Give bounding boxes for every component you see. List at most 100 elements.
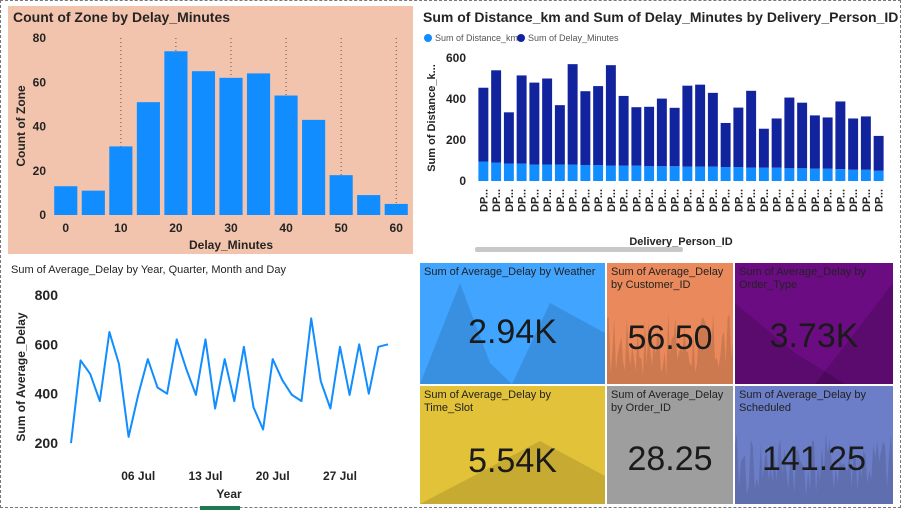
x-tick-label: DP... bbox=[542, 189, 554, 212]
distance-bar-segment bbox=[605, 165, 616, 181]
distance-bar-segment bbox=[580, 165, 591, 181]
scheduled-sparkline-graphic bbox=[735, 433, 893, 504]
delay-bar-segment bbox=[707, 92, 718, 167]
x-tick-label: DP... bbox=[746, 189, 758, 212]
histogram-panel[interactable]: Count of Zone by Delay_Minutes 0 20 40 60 80… bbox=[8, 6, 413, 254]
distance-bar-segment bbox=[848, 169, 859, 181]
delay-bar-segment bbox=[644, 106, 655, 167]
y-tick-label: 400 bbox=[446, 92, 466, 106]
y-tick-label: 600 bbox=[35, 336, 59, 352]
delay-bar-segment bbox=[746, 90, 757, 168]
x-tick-label: DP... bbox=[759, 189, 771, 212]
distance-bar-segment bbox=[733, 167, 744, 181]
x-tick-label: DP... bbox=[784, 189, 796, 212]
histogram-bar bbox=[109, 146, 133, 215]
line-panel[interactable]: Sum of Average_Delay by Year, Quarter, M… bbox=[8, 262, 413, 506]
time-slot-background-graphic bbox=[420, 441, 605, 504]
delay-bar-segment bbox=[631, 107, 642, 166]
kpi-title: Sum of Average_Delay by Scheduled bbox=[739, 389, 866, 414]
stacked-bar-panel[interactable]: Sum of Distance_km and Sum of Delay_Minu… bbox=[420, 6, 898, 256]
y-axis-title: Count of Zone bbox=[14, 85, 28, 167]
distance-bar-segment bbox=[695, 166, 706, 181]
x-tick-label: DP... bbox=[555, 189, 567, 212]
delay-bar-segment bbox=[860, 116, 871, 170]
x-tick-label: DP... bbox=[695, 189, 707, 212]
delay-bar-segment bbox=[720, 122, 731, 168]
x-tick-label: DP... bbox=[529, 189, 541, 212]
x-tick-label: DP... bbox=[823, 189, 835, 212]
histogram-title: Count of Zone by Delay_Minutes bbox=[13, 9, 231, 25]
distance-bar-segment bbox=[542, 164, 553, 181]
x-tick-label: 20 bbox=[169, 221, 183, 235]
y-tick-label: 400 bbox=[35, 386, 59, 402]
histogram-bar bbox=[54, 186, 78, 215]
line-title: Sum of Average_Delay by Year, Quarter, M… bbox=[11, 264, 286, 276]
x-tick-label: DP... bbox=[772, 189, 784, 212]
delay-bar-segment bbox=[797, 102, 808, 169]
delay-bar-segment bbox=[503, 112, 514, 164]
delay-bar-segment bbox=[758, 128, 769, 168]
x-tick-label: DP... bbox=[848, 189, 860, 212]
delay-bar-segment bbox=[491, 70, 502, 163]
page-tab-indicator[interactable] bbox=[200, 506, 240, 510]
legend-marker bbox=[517, 34, 525, 42]
kpi-value: 141.25 bbox=[762, 440, 866, 478]
distance-bar-segment bbox=[797, 168, 808, 181]
x-tick-label: 10 bbox=[114, 221, 128, 235]
customer-sparkline-graphic bbox=[607, 311, 733, 384]
histogram-bar bbox=[136, 102, 160, 215]
distance-bar-segment bbox=[491, 162, 502, 181]
histogram-bar bbox=[329, 175, 353, 215]
distance-bar-segment bbox=[873, 170, 884, 181]
delay-bar-segment bbox=[822, 117, 833, 169]
line-chart: 200 400 600 800 06 Jul 13 Jul 20 Jul 27 Jul Year… bbox=[14, 287, 389, 501]
delay-bar-segment bbox=[580, 91, 591, 166]
kpi-title: Sum of Average_Delay by Weather bbox=[424, 266, 596, 278]
x-tick-label: 60 bbox=[390, 221, 404, 235]
distance-bar-segment bbox=[593, 165, 604, 181]
distance-bar-segment bbox=[720, 167, 731, 181]
delay-bar-segment bbox=[733, 107, 744, 168]
kpi-card-weather[interactable]: Sum of Average_Delay by Weather 2.94K bbox=[420, 263, 605, 384]
distance-bar-segment bbox=[669, 166, 680, 181]
y-tick-label: 20 bbox=[33, 164, 47, 178]
kpi-value: 56.50 bbox=[627, 319, 713, 357]
x-tick-label: DP... bbox=[580, 189, 592, 212]
delay-bar-segment bbox=[682, 85, 693, 167]
x-tick-label: 30 bbox=[224, 221, 238, 235]
distance-bar-segment bbox=[618, 165, 629, 181]
kpi-title: Sum of Average_Delay by Customer_ID bbox=[611, 266, 724, 291]
kpi-card-scheduled[interactable]: Sum of Average_Delay by Scheduled 141.25 bbox=[735, 386, 893, 504]
x-tick-label: 27 Jul bbox=[323, 469, 357, 483]
delay-bar-segment bbox=[784, 97, 795, 169]
x-tick-label: DP... bbox=[708, 189, 720, 212]
delay-bar-segment bbox=[516, 75, 527, 164]
legend-marker bbox=[424, 34, 432, 42]
distance-bar-segment bbox=[784, 168, 795, 181]
kpi-value: 2.94K bbox=[468, 313, 557, 351]
delay-bar-segment bbox=[873, 135, 884, 171]
x-tick-label: DP... bbox=[504, 189, 516, 212]
x-tick-label: 13 Jul bbox=[188, 469, 222, 483]
kpi-card-order-id[interactable]: Sum of Average_Delay by Order_ID 28.25 bbox=[607, 386, 733, 504]
kpi-card-time-slot[interactable]: Sum of Average_Delay by Time_Slot 5.54K bbox=[420, 386, 605, 504]
distance-bar-segment bbox=[758, 167, 769, 181]
distance-bar-segment bbox=[554, 164, 565, 181]
kpi-value: 28.25 bbox=[627, 440, 713, 478]
distance-bar-segment bbox=[644, 166, 655, 181]
kpi-value: 5.54K bbox=[468, 442, 557, 480]
x-tick-label: 50 bbox=[334, 221, 348, 235]
kpi-card-order-type[interactable]: Sum of Average_Delay by Order_Type 3.73K bbox=[735, 263, 893, 384]
kpi-title: Sum of Average_Delay by Order_ID bbox=[611, 389, 724, 414]
x-tick-label: DP... bbox=[657, 189, 669, 212]
horizontal-scrollbar[interactable] bbox=[475, 247, 683, 252]
x-tick-label: DP... bbox=[619, 189, 631, 212]
sparkline-area bbox=[607, 311, 733, 384]
kpi-title: Sum of Average_Delay by Time_Slot bbox=[424, 389, 551, 414]
x-tick-label: DP... bbox=[682, 189, 694, 212]
x-tick-label: 06 Jul bbox=[121, 469, 155, 483]
distance-bar-segment bbox=[478, 161, 489, 181]
kpi-card-customer[interactable]: Sum of Average_Delay by Customer_ID 56.5… bbox=[607, 263, 733, 384]
distance-bar-segment bbox=[809, 168, 820, 181]
